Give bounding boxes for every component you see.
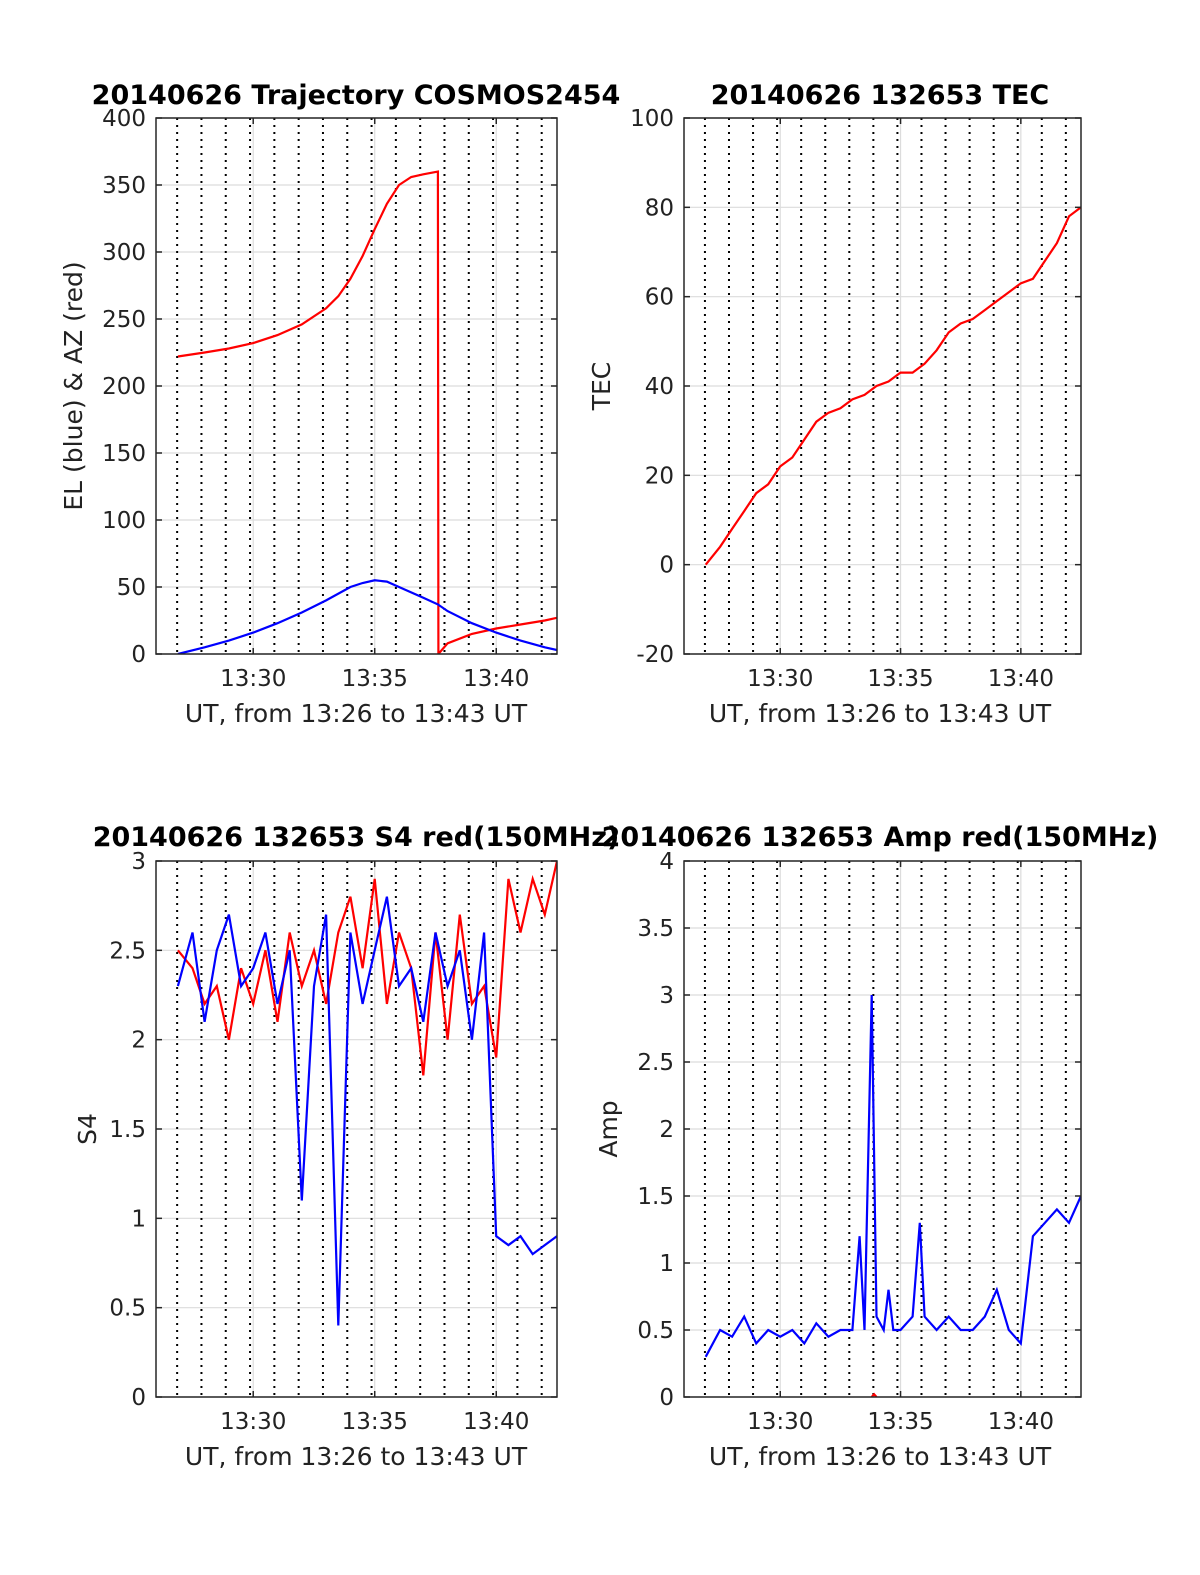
y-tick-label: 100: [102, 508, 146, 534]
y-tick-label: 250: [102, 307, 146, 333]
x-tick-label: 13:40: [988, 1409, 1054, 1435]
x-tick-label: 13:30: [220, 1409, 286, 1435]
y-tick-label: 50: [117, 575, 146, 601]
x-axis-label: UT, from 13:26 to 13:43 UT: [185, 1442, 528, 1471]
series-line-red: [177, 170, 557, 654]
y-tick-label: 0: [659, 553, 674, 579]
plot-area: -20 0 20 40 60 80 100 13:30 13:35 13:40: [630, 106, 1082, 692]
y-tick-label: 200: [102, 374, 146, 400]
plot-area: 0 0.5 1 1.5 2 2.5 3 13:30 13:35 13:40: [109, 849, 558, 1435]
y-tick-label: 4: [659, 849, 674, 875]
y-tick-label: 60: [645, 285, 674, 311]
x-tick-label: 13:30: [747, 666, 813, 692]
x-tick-label: 13:40: [463, 666, 529, 692]
y-tick-label: 1.5: [109, 1117, 146, 1143]
y-tick-label: 150: [102, 441, 146, 467]
panel-title: 20140626 132653 Amp red(150MHz): [602, 822, 1159, 853]
y-tick-label: 0: [131, 1385, 146, 1411]
x-tick-label: 13:30: [747, 1409, 813, 1435]
x-tick-label: 13:35: [342, 1409, 408, 1435]
y-tick-label: 1: [131, 1206, 146, 1232]
y-tick-label: 0.5: [637, 1318, 674, 1344]
x-tick-label: 13:30: [220, 666, 286, 692]
y-axis-label: Amp: [594, 1100, 623, 1157]
series-line-blue: [704, 994, 1081, 1358]
plot-area: 0 50 100 150 200 250 300 350 400 13:30 13:35 13:40: [102, 106, 558, 692]
y-tick-label: 2.5: [637, 1050, 674, 1076]
series-line-red: [870, 1392, 878, 1397]
x-tick-label: 13:40: [988, 666, 1054, 692]
panel-title: 20140626 132653 TEC: [711, 80, 1050, 111]
y-tick-label: 0: [659, 1385, 674, 1411]
y-tick-label: 3.5: [637, 916, 674, 942]
y-tick-label: 2: [131, 1028, 146, 1054]
x-tick-label: 13:35: [342, 666, 408, 692]
s4-panel: 0 0.5 1 1.5 2 2.5 3 13:30 13:35 13:40 20140626 13…: [73, 822, 619, 1471]
panel-title: 20140626 Trajectory COSMOS2454: [92, 80, 621, 111]
y-tick-label: -20: [636, 642, 674, 668]
y-tick-label: 80: [645, 195, 674, 221]
x-tick-label: 13:35: [867, 1409, 933, 1435]
y-tick-label: 40: [645, 374, 674, 400]
y-tick-label: 2.5: [109, 938, 146, 964]
x-axis-label: UT, from 13:26 to 13:43 UT: [185, 699, 528, 728]
y-tick-label: 400: [102, 106, 146, 132]
y-tick-label: 1: [659, 1251, 674, 1277]
x-axis-label: UT, from 13:26 to 13:43 UT: [709, 1442, 1052, 1471]
y-tick-label: 1.5: [637, 1184, 674, 1210]
x-axis-label: UT, from 13:26 to 13:43 UT: [709, 699, 1052, 728]
y-tick-label: 100: [630, 106, 674, 132]
series-line-blue: [176, 896, 557, 1326]
y-axis-label: TEC: [587, 362, 616, 412]
plot-area: 0 0.5 1 1.5 2 2.5 3 3.5 4 13:30 13:35 13:40: [637, 849, 1082, 1435]
tec-panel: -20 0 20 40 60 80 100 13:30 13:35 13:40 20140626 …: [587, 80, 1082, 728]
y-tick-label: 300: [102, 240, 146, 266]
y-tick-label: 20: [645, 463, 674, 489]
y-axis-label: EL (blue) & AZ (red): [59, 261, 88, 510]
panel-title: 20140626 132653 S4 red(150MHz): [93, 822, 620, 853]
x-tick-label: 13:40: [463, 1409, 529, 1435]
series-line-red: [704, 206, 1081, 566]
series-line-blue: [177, 579, 557, 654]
y-tick-label: 3: [659, 983, 674, 1009]
y-tick-label: 350: [102, 173, 146, 199]
x-tick-label: 13:35: [867, 666, 933, 692]
y-tick-label: 0: [131, 642, 146, 668]
y-axis-label: S4: [73, 1113, 102, 1145]
y-tick-label: 2: [659, 1117, 674, 1143]
y-tick-label: 0.5: [109, 1296, 146, 1322]
amp-panel: 0 0.5 1 1.5 2 2.5 3 3.5 4 13:30 13:35 13:40 2014062…: [594, 822, 1158, 1471]
series-line-red: [177, 861, 557, 1076]
y-tick-label: 3: [131, 849, 146, 875]
